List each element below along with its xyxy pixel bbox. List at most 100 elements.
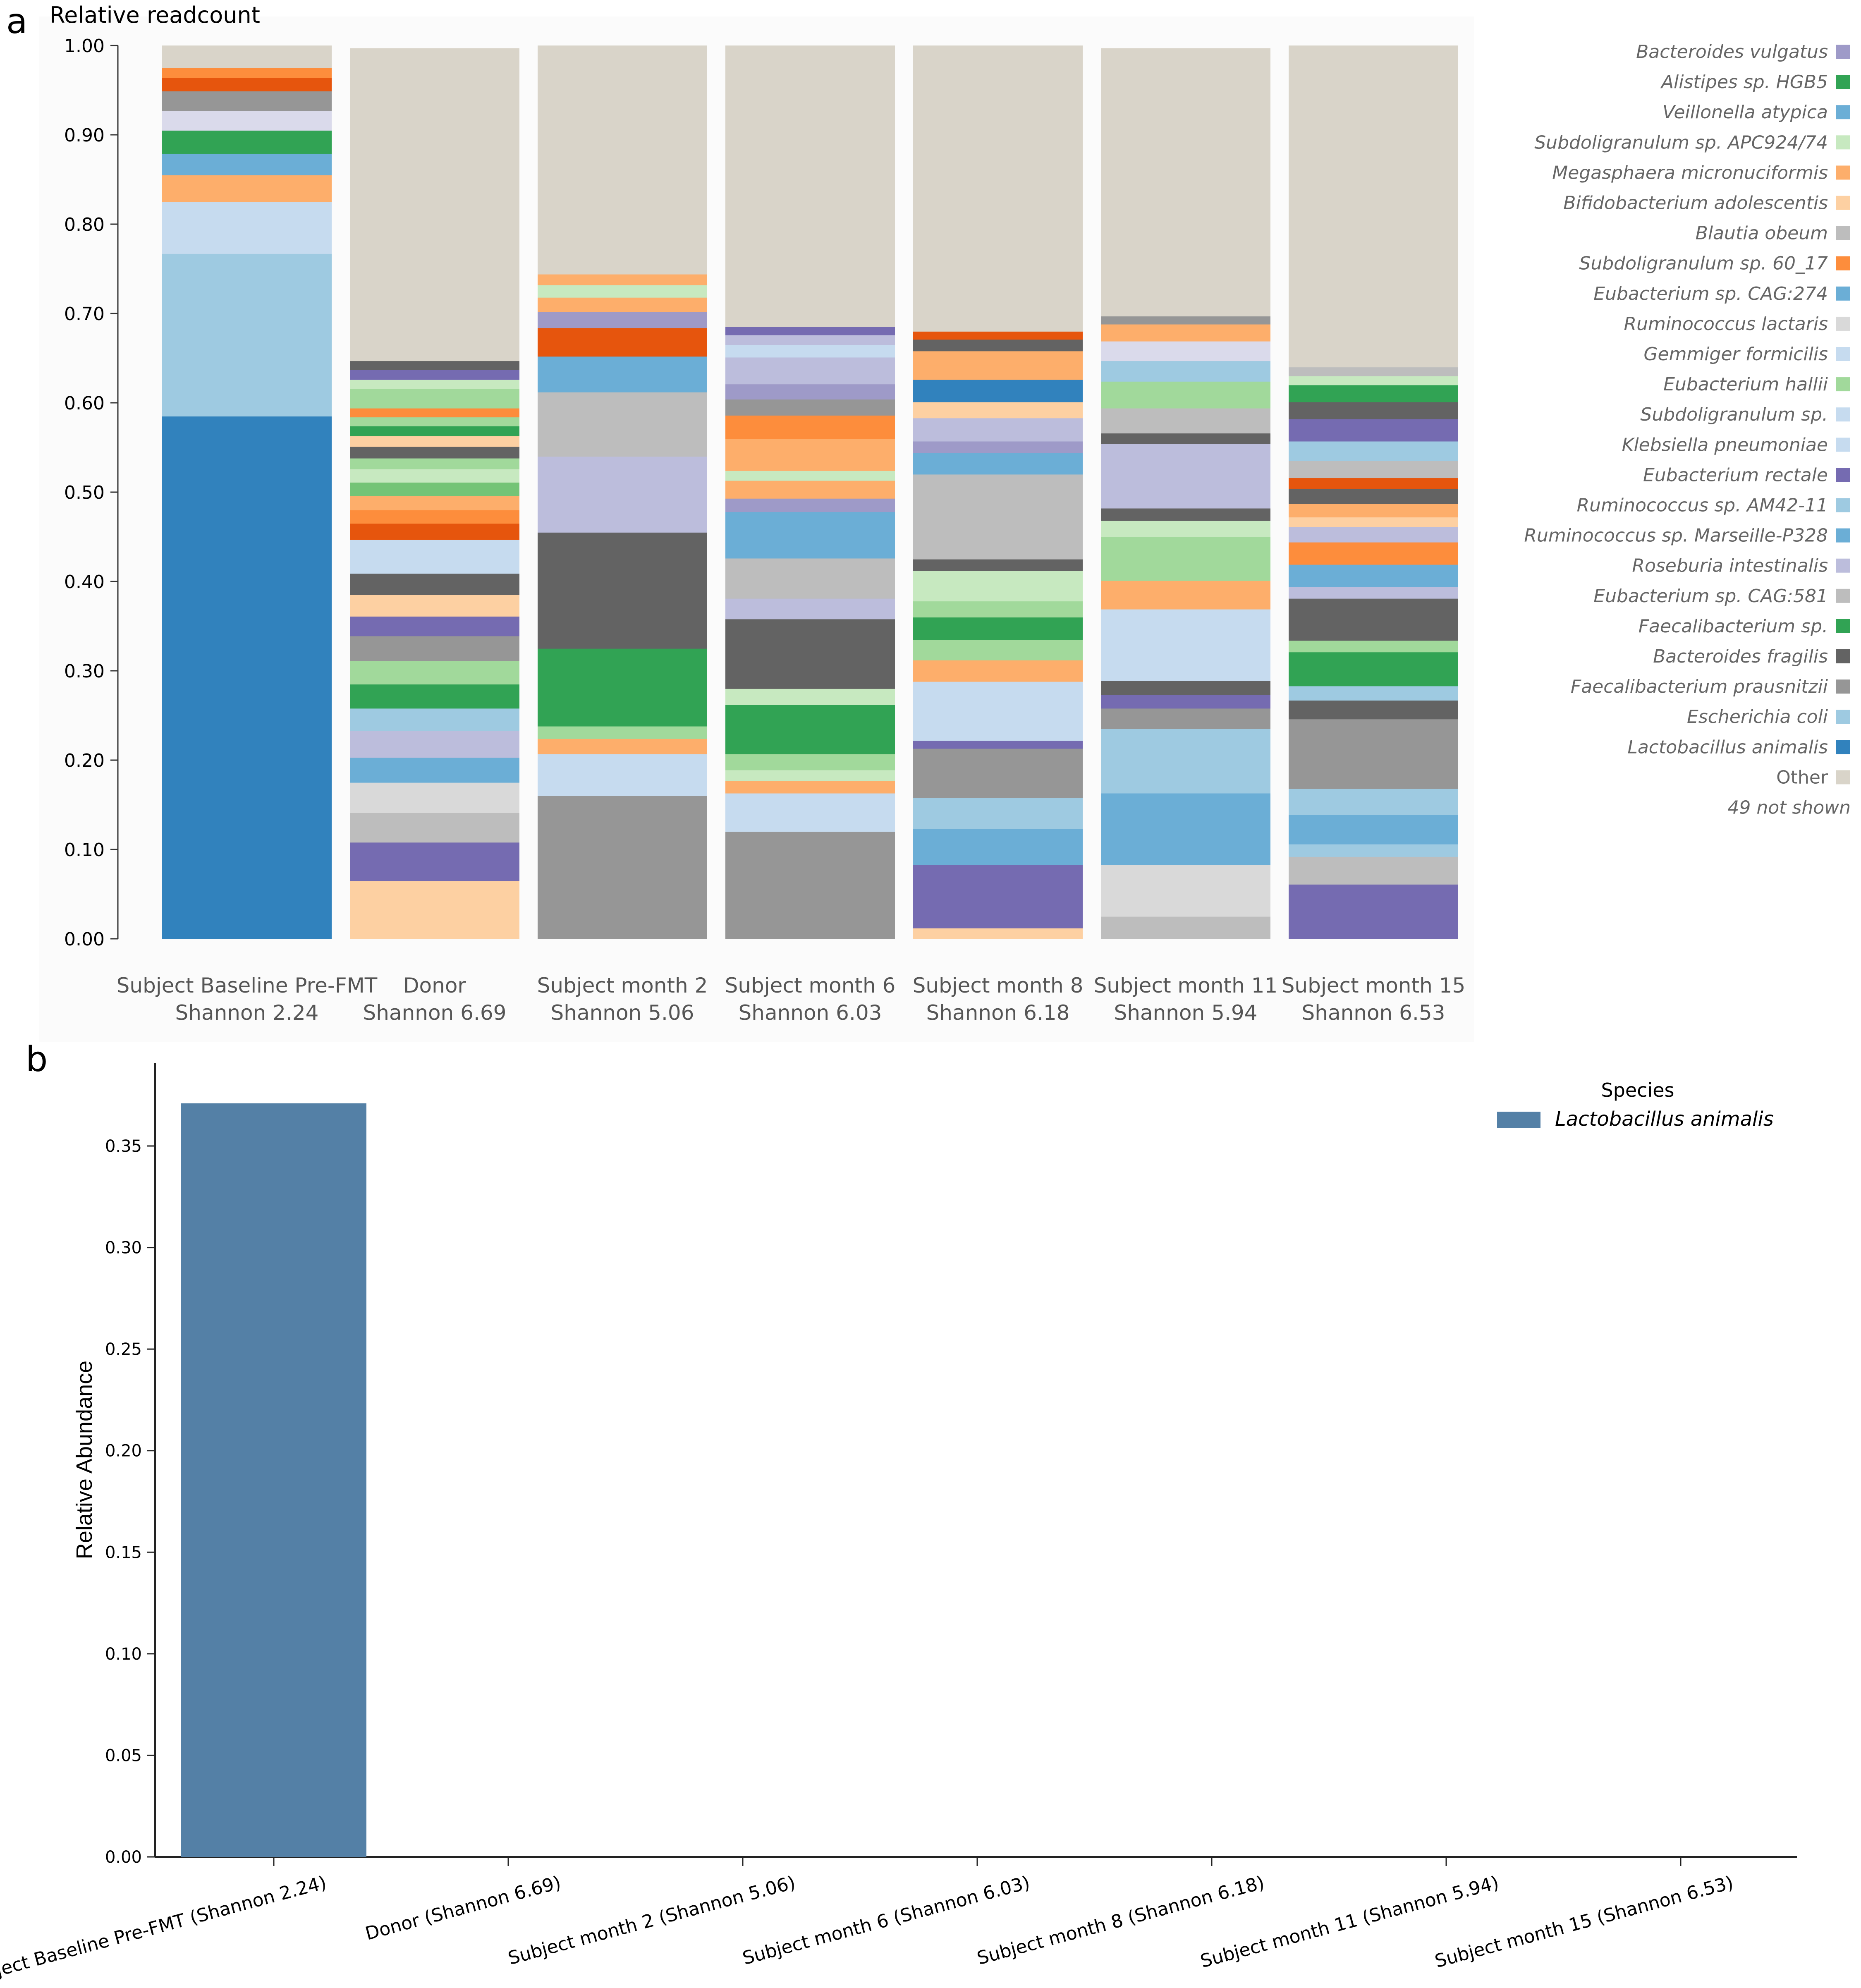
legend-label: Eubacterium sp. CAG:581 bbox=[1593, 586, 1828, 607]
bar-segment bbox=[538, 796, 707, 939]
bar-segment bbox=[162, 110, 332, 131]
legend-swatch bbox=[1836, 589, 1850, 603]
bar-segment bbox=[350, 661, 519, 684]
bar-segment bbox=[1289, 700, 1458, 720]
legend-label: Eubacterium rectale bbox=[1643, 464, 1828, 486]
bar-segment bbox=[538, 297, 707, 312]
legend-label: Roseburia intestinalis bbox=[1632, 555, 1828, 577]
y-tick-label: 0.80 bbox=[64, 214, 105, 235]
bar-segment bbox=[913, 864, 1083, 928]
bar-segment bbox=[538, 754, 707, 796]
bar-segment bbox=[913, 928, 1083, 939]
y-tick-label: 0.20 bbox=[105, 1442, 142, 1461]
bar-segment bbox=[350, 595, 519, 617]
bar-segment bbox=[162, 416, 332, 939]
bar-segment bbox=[1289, 564, 1458, 587]
bar-segment bbox=[913, 740, 1083, 749]
bar-segment bbox=[350, 388, 519, 409]
bar-segment bbox=[1289, 441, 1458, 461]
y-tick-label: 1.00 bbox=[64, 36, 105, 57]
panel-b-y-axis-title: Relative Abundance bbox=[72, 1361, 97, 1559]
bar-segment bbox=[725, 384, 895, 400]
y-tick-label: 0.50 bbox=[64, 482, 105, 503]
bar-segment bbox=[350, 495, 519, 510]
bar-segment bbox=[725, 689, 895, 705]
legend-note: 49 not shown bbox=[1727, 797, 1851, 818]
bar-segment bbox=[1101, 341, 1270, 361]
y-tick-label: 0.60 bbox=[64, 393, 105, 414]
legend-swatch bbox=[1836, 45, 1850, 59]
panel-a-y-axis-title: Relative readcount bbox=[50, 2, 260, 28]
y-tick-label: 0.25 bbox=[105, 1340, 142, 1359]
bar-segment bbox=[1289, 719, 1458, 789]
legend-swatch bbox=[1836, 438, 1850, 452]
legend-swatch bbox=[1836, 740, 1850, 754]
legend-swatch bbox=[1836, 105, 1850, 120]
bar-segment bbox=[1101, 609, 1270, 681]
bar-segment bbox=[538, 532, 707, 649]
bar-segment bbox=[725, 770, 895, 781]
bar-segment bbox=[725, 45, 895, 327]
sample-label: Subject month 15 bbox=[1282, 974, 1466, 998]
legend-swatch bbox=[1836, 226, 1850, 240]
bar-segment bbox=[1101, 361, 1270, 382]
legend-swatch bbox=[1497, 1112, 1540, 1128]
bar-segment bbox=[725, 558, 895, 599]
legend-swatch bbox=[1836, 649, 1850, 663]
sample-label: Donor bbox=[403, 974, 466, 998]
bar-segment bbox=[725, 512, 895, 559]
bar-segment bbox=[350, 539, 519, 574]
bar-segment bbox=[162, 175, 332, 202]
bar-segment bbox=[538, 648, 707, 727]
bar-segment bbox=[913, 351, 1083, 366]
category-label: Donor (Shannon 6.69) bbox=[363, 1872, 563, 1944]
legend-label: Lactobacillus animalis bbox=[1627, 737, 1828, 758]
bar-segment bbox=[1289, 504, 1458, 518]
shannon-label: Shannon 2.24 bbox=[175, 1001, 319, 1025]
bar-segment bbox=[1101, 433, 1270, 444]
panel-a-letter: a bbox=[6, 1, 27, 41]
bar-segment bbox=[1289, 652, 1458, 687]
legend-label: Blautia obeum bbox=[1696, 223, 1828, 244]
bar-segment bbox=[725, 598, 895, 620]
bar-segment bbox=[350, 813, 519, 843]
bar-segment bbox=[162, 77, 332, 91]
panel-a-x-labels: Subject Baseline Pre-FMT Shannon 2.24 Dono… bbox=[117, 974, 1466, 1025]
bar-segment bbox=[725, 705, 895, 754]
bar-segment bbox=[1101, 537, 1270, 581]
bar-segment bbox=[350, 361, 519, 370]
legend-label: Megasphaera micronuciformis bbox=[1552, 162, 1828, 183]
bar-segment bbox=[1289, 789, 1458, 815]
bar-segment bbox=[725, 438, 895, 471]
legend-swatch bbox=[1836, 710, 1850, 724]
bar-segment bbox=[1289, 884, 1458, 939]
bar-segment bbox=[350, 880, 519, 939]
legend-label: Ruminococcus lactaris bbox=[1624, 313, 1828, 335]
bar-segment bbox=[725, 335, 895, 345]
legend-swatch bbox=[1836, 196, 1850, 210]
bar-segment bbox=[350, 446, 519, 459]
legend-label: Eubacterium hallii bbox=[1663, 374, 1828, 395]
bar-segment bbox=[1289, 367, 1458, 376]
bar-segment bbox=[1289, 385, 1458, 402]
bar-segment bbox=[350, 482, 519, 496]
legend-label: Subdoligranulum sp. APC924/74 bbox=[1534, 132, 1828, 153]
bar-segment bbox=[1101, 916, 1270, 939]
legend-swatch bbox=[1836, 75, 1850, 89]
bar-segment bbox=[913, 681, 1083, 741]
sample-label: Subject Baseline Pre-FMT bbox=[117, 974, 378, 998]
legend-swatch bbox=[1836, 165, 1850, 180]
bar-segment bbox=[1289, 461, 1458, 478]
bar-segment bbox=[1101, 729, 1270, 794]
bar-segment bbox=[725, 754, 895, 770]
bar-segment bbox=[1289, 376, 1458, 385]
bar-segment bbox=[1101, 680, 1270, 695]
y-tick-label: 0.10 bbox=[64, 840, 105, 861]
bar-segment bbox=[1289, 598, 1458, 641]
bar-segment bbox=[1289, 814, 1458, 844]
bar-segment bbox=[538, 739, 707, 754]
y-tick-label: 0.40 bbox=[64, 572, 105, 593]
bar-segment bbox=[913, 559, 1083, 571]
bar-segment bbox=[725, 780, 895, 794]
